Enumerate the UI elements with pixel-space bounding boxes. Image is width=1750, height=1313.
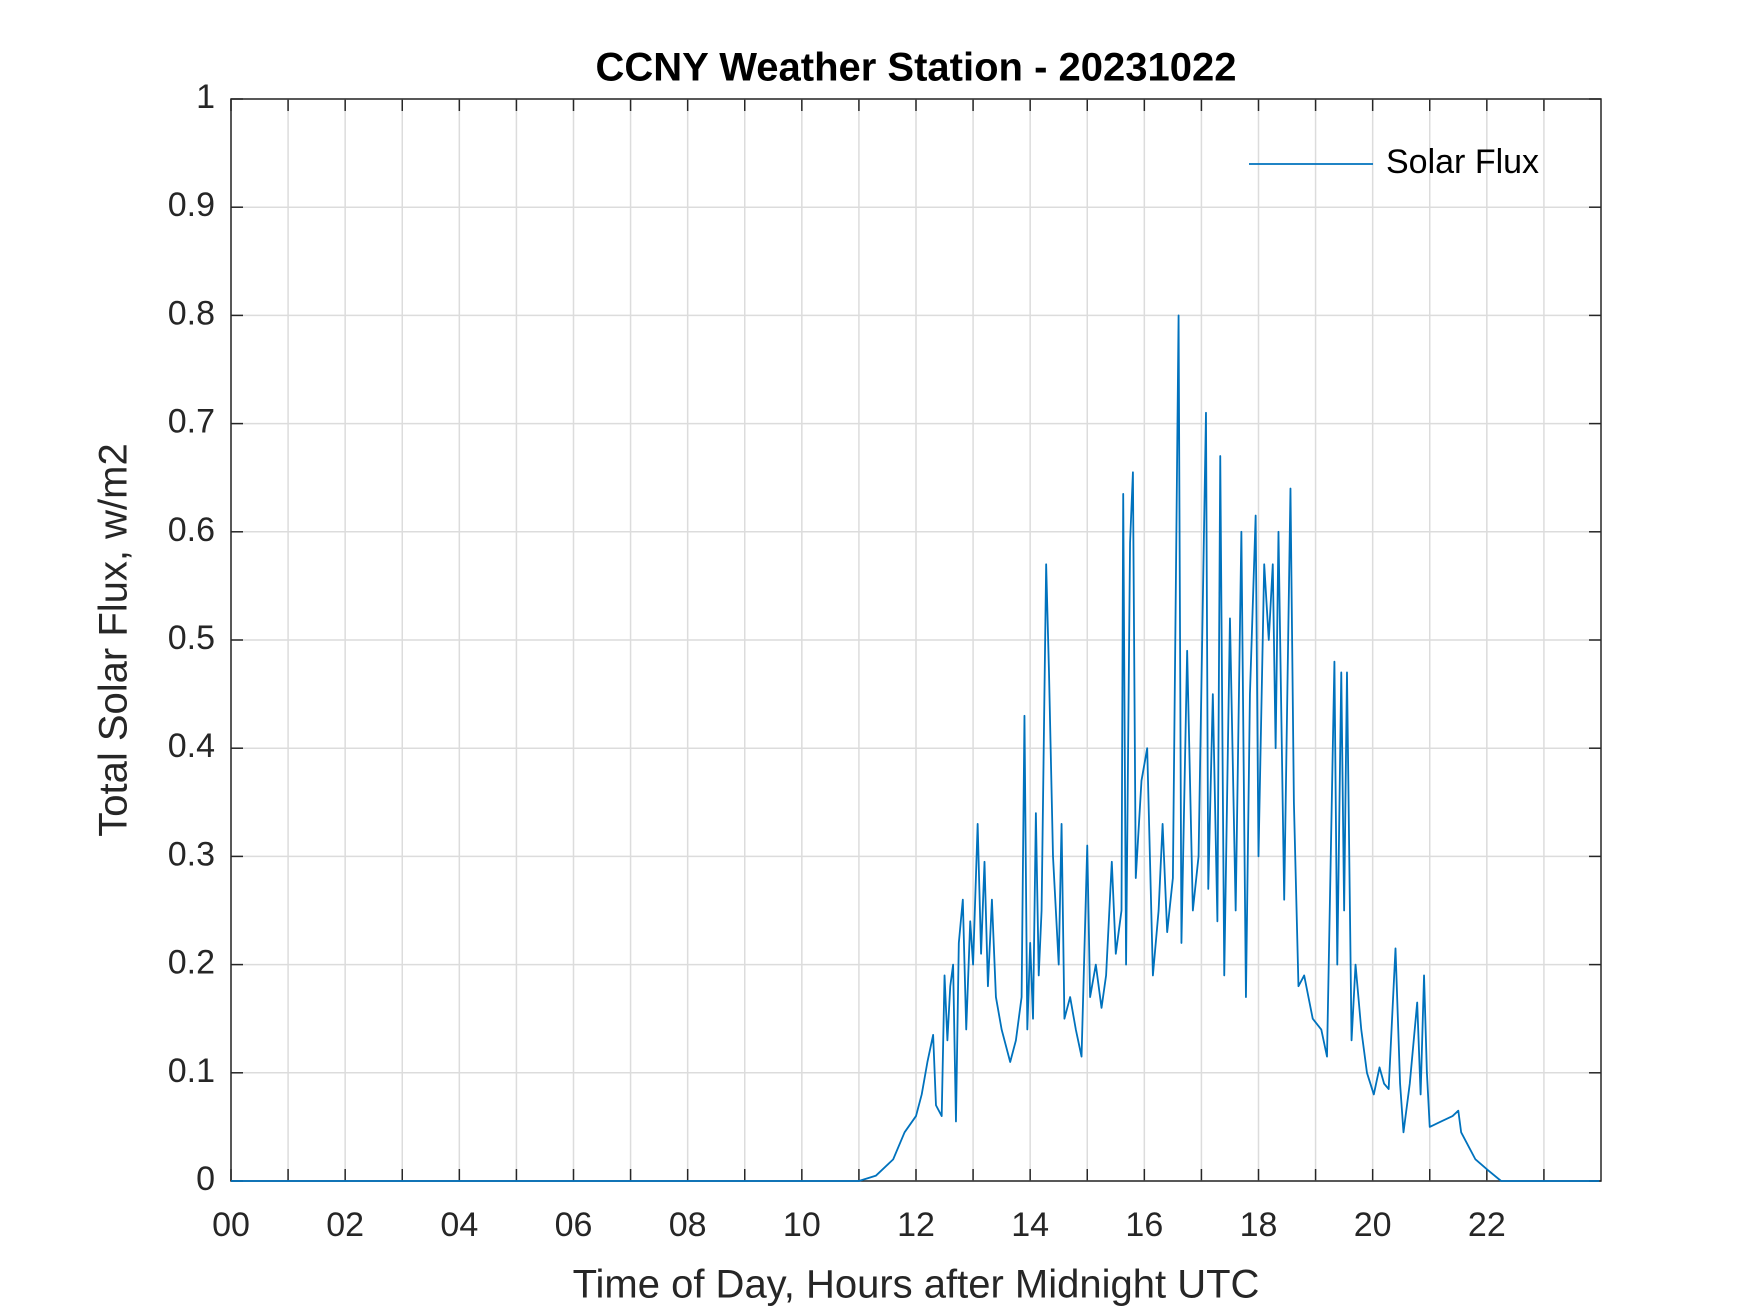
x-tick-label: 14 — [1011, 1206, 1049, 1244]
y-tick-label: 0.4 — [168, 727, 215, 765]
y-tick-label: 0.2 — [168, 944, 215, 982]
x-tick-label: 06 — [555, 1206, 593, 1244]
x-tick-label: 16 — [1125, 1206, 1163, 1244]
x-tick-label: 18 — [1240, 1206, 1278, 1244]
y-tick-label: 0.5 — [168, 619, 215, 657]
y-tick-label: 0.7 — [168, 403, 215, 441]
chart-title: CCNY Weather Station - 20231022 — [596, 46, 1237, 90]
x-tick-label: 00 — [212, 1206, 250, 1244]
x-tick-label: 22 — [1468, 1206, 1506, 1244]
x-tick-label: 08 — [669, 1206, 707, 1244]
y-tick-label: 0.6 — [168, 511, 215, 549]
y-tick-label: 0.9 — [168, 186, 215, 224]
legend-label: Solar Flux — [1386, 143, 1539, 181]
y-axis-label: Total Solar Flux, w/m2 — [92, 443, 136, 836]
x-tick-label: 04 — [440, 1206, 478, 1244]
y-tick-label: 0.1 — [168, 1052, 215, 1090]
plot-frame — [230, 98, 1602, 1182]
data-line — [231, 314, 1600, 1182]
x-tick-label: 12 — [897, 1206, 935, 1244]
x-tick-label: 10 — [783, 1206, 821, 1244]
y-tick-label: 0.3 — [168, 835, 215, 873]
x-axis-label: Time of Day, Hours after Midnight UTC — [573, 1263, 1260, 1307]
y-tick-label: 1 — [196, 78, 215, 116]
x-tick-label: 20 — [1354, 1206, 1392, 1244]
y-tick-label: 0 — [196, 1160, 215, 1198]
y-tick-label: 0.8 — [168, 294, 215, 332]
x-tick-label: 02 — [326, 1206, 364, 1244]
